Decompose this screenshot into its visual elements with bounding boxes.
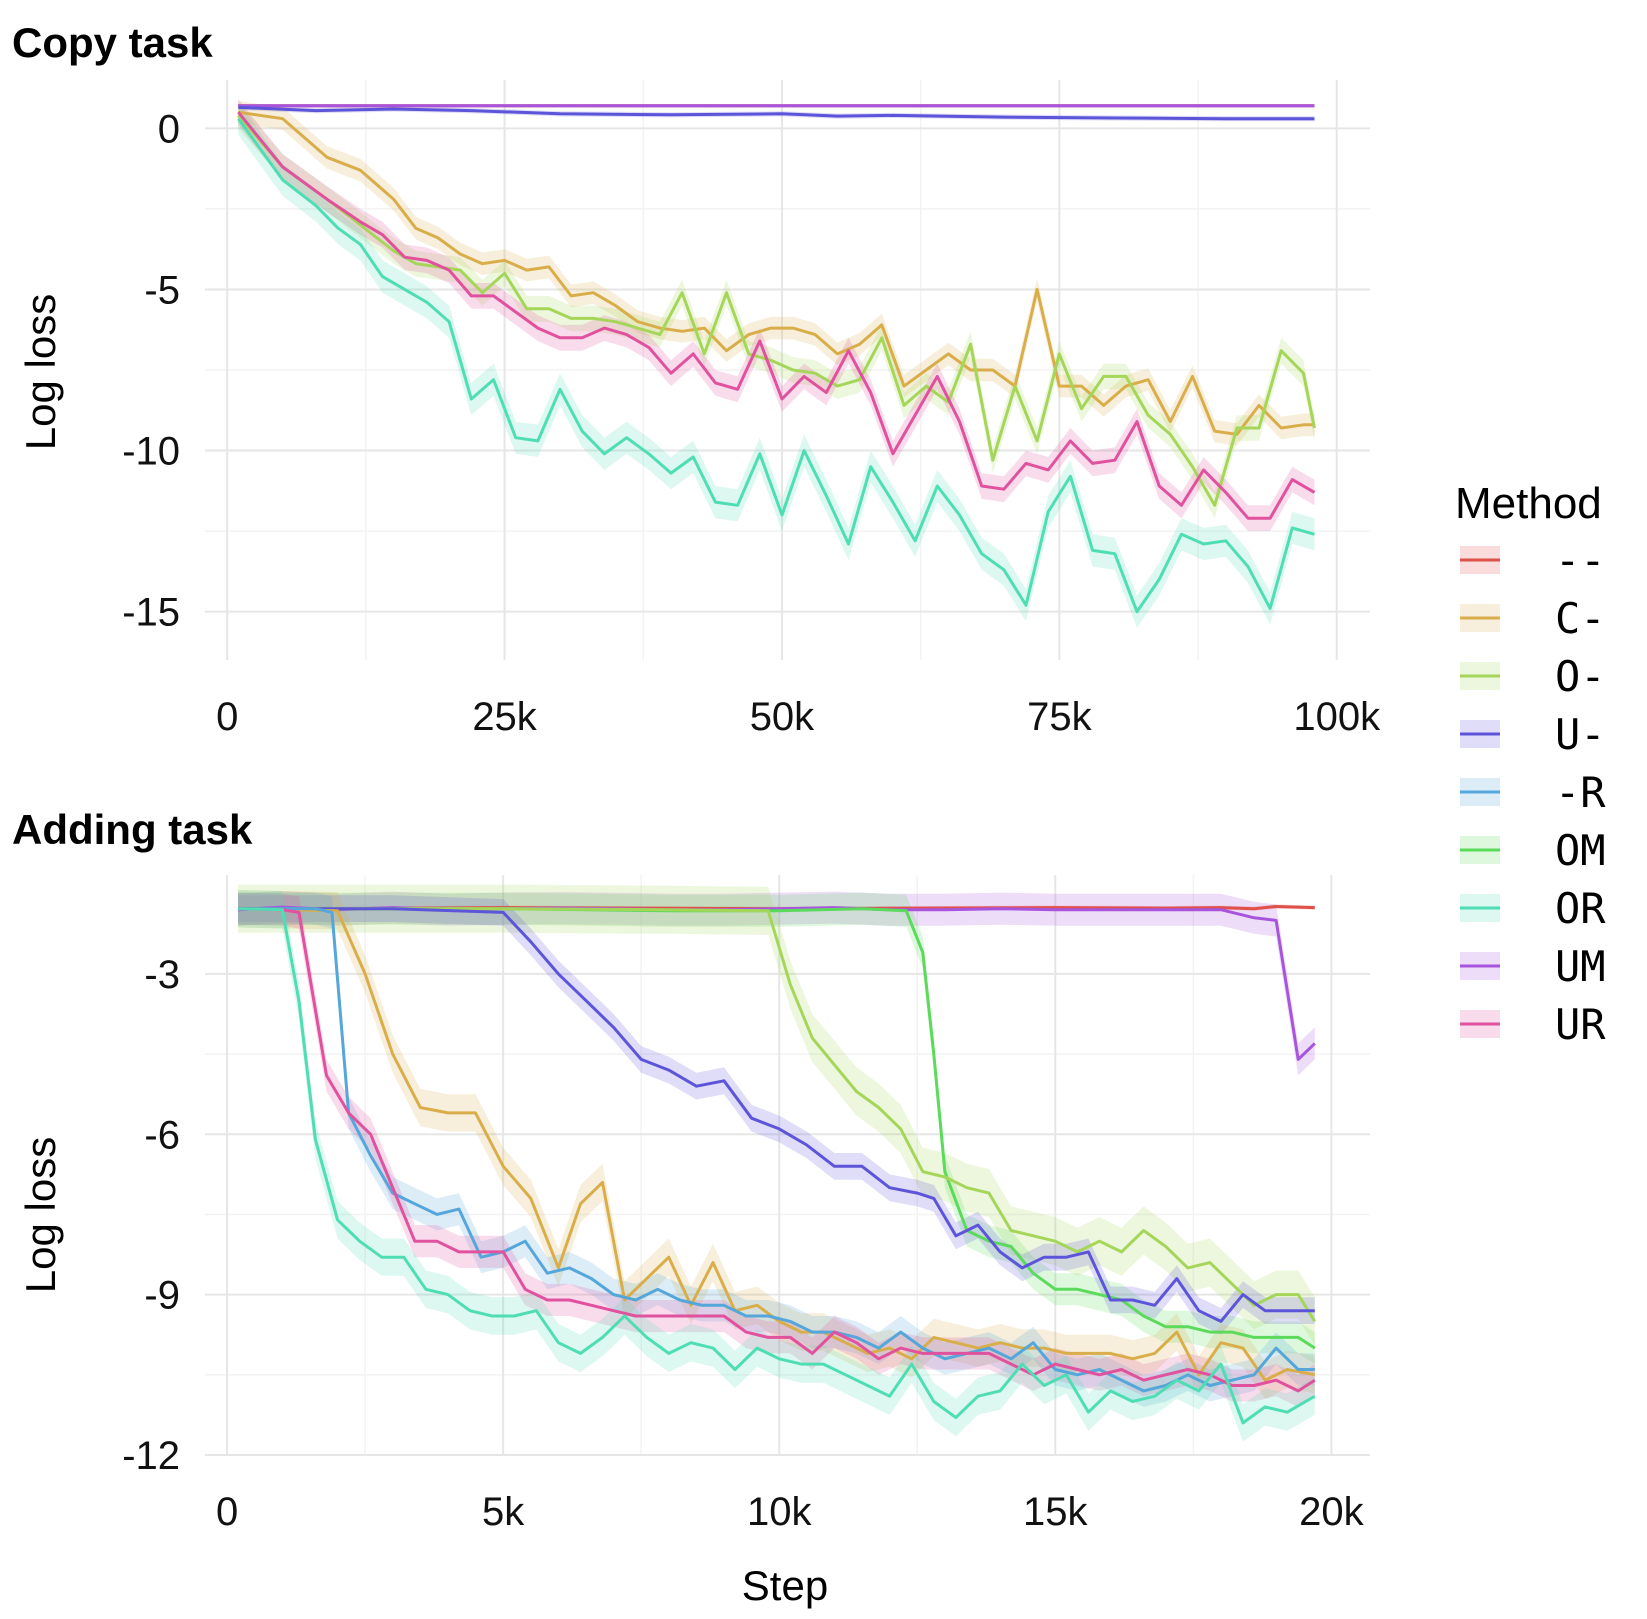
adding-task-ribbon-cx <box>238 890 1315 1399</box>
adding-task-ribbon-om <box>238 892 1315 1365</box>
legend-item-or: OR <box>1460 884 1606 933</box>
legend-label: O- <box>1555 652 1606 701</box>
copy-task-line-ur <box>237 111 1316 520</box>
legend-label: U- <box>1555 710 1606 759</box>
copy-task-line-or <box>237 117 1315 614</box>
legend-title: Method <box>1455 479 1602 528</box>
adding-task-lines <box>238 905 1317 1425</box>
adding-task-y-label: Log loss <box>17 1137 64 1293</box>
copy-task-grid <box>205 80 1370 660</box>
legend-label: C- <box>1555 594 1606 643</box>
adding-task-x-ticks: 0 5k 10k 15k 20k <box>216 1490 1365 1534</box>
adding-task-line-om <box>238 907 1316 1350</box>
legend-label: -- <box>1555 536 1606 585</box>
adding-task-y-tick-label: -9 <box>144 1274 180 1318</box>
legend-item-xx: -- <box>1460 536 1606 585</box>
adding-task-x-tick-label: 5k <box>482 1490 525 1534</box>
copy-task-x-tick-label: 75k <box>1027 695 1092 739</box>
legend-label: -R <box>1555 768 1606 817</box>
copy-task-x-tick-label: 25k <box>472 695 537 739</box>
adding-task-x-tick-label: 20k <box>1299 1490 1364 1534</box>
adding-task-ribbon-ox <box>238 884 1315 1346</box>
legend-label: UR <box>1555 1000 1606 1049</box>
legend-item-ox: O- <box>1460 652 1606 701</box>
copy-task-y-ticks: 0 -5 -10 -15 <box>122 107 180 634</box>
adding-task-y-tick-label: -6 <box>144 1113 180 1157</box>
copy-task-panel: Copy task 0 -5 -10 -15 0 25k 50k 75k 100k Log l… <box>12 19 1381 739</box>
copy-task-y-tick-label: -10 <box>122 430 180 474</box>
copy-task-line-cx <box>238 110 1315 436</box>
adding-task-line-or <box>238 907 1316 1425</box>
adding-task-title: Adding task <box>12 806 253 853</box>
legend-item-xr: -R <box>1460 768 1606 817</box>
copy-task-x-tick-label: 50k <box>750 695 815 739</box>
legend-items: -- C- O- U- -R OM OR UM UR <box>1460 536 1606 1049</box>
adding-task-x-label: Step <box>742 1562 828 1609</box>
legend-label: UM <box>1555 942 1606 991</box>
copy-task-title: Copy task <box>12 19 213 66</box>
legend-item-ur: UR <box>1460 1000 1606 1049</box>
adding-task-x-tick-label: 10k <box>747 1490 812 1534</box>
copy-task-y-tick-label: 0 <box>158 107 180 151</box>
copy-task-x-ticks: 0 25k 50k 75k 100k <box>216 695 1381 739</box>
adding-task-ribbon-or <box>238 890 1315 1442</box>
legend-label: OR <box>1555 884 1606 933</box>
adding-task-panel: Adding task -3 -6 -9 -12 0 5k 10k 15k 20k Log l… <box>12 806 1370 1609</box>
copy-task-x-tick-label: 0 <box>216 695 238 739</box>
adding-task-y-tick-label: -12 <box>122 1434 180 1478</box>
copy-task-y-tick-label: -15 <box>122 591 180 635</box>
copy-task-x-tick-label: 100k <box>1293 695 1381 739</box>
legend: Method -- C- O- U- -R OM OR UM UR <box>1455 479 1606 1049</box>
legend-item-cx: C- <box>1460 594 1606 643</box>
legend-label: OM <box>1555 826 1606 875</box>
copy-task-ribbon-ox <box>238 102 1315 519</box>
copy-task-lines <box>237 104 1316 614</box>
adding-task-ribbon-ux <box>238 895 1315 1335</box>
adding-task-x-tick-label: 15k <box>1023 1490 1088 1534</box>
copy-task-line-ux <box>238 105 1315 121</box>
adding-task-line-xr <box>238 907 1315 1393</box>
adding-task-y-tick-label: -3 <box>144 953 180 997</box>
legend-item-ux: U- <box>1460 710 1606 759</box>
copy-task-y-tick-label: -5 <box>144 268 180 312</box>
adding-task-ribbon-xr <box>238 892 1315 1407</box>
adding-task-y-ticks: -3 -6 -9 -12 <box>122 953 180 1478</box>
adding-task-x-tick-label: 0 <box>216 1490 238 1534</box>
adding-task-line-ox <box>238 907 1317 1323</box>
legend-item-um: UM <box>1460 942 1606 991</box>
adding-task-line-ur <box>238 907 1316 1393</box>
copy-task-y-label: Log loss <box>17 294 64 450</box>
copy-task-line-ox <box>237 114 1316 507</box>
legend-item-om: OM <box>1460 826 1606 875</box>
adding-task-line-ux <box>238 907 1315 1323</box>
